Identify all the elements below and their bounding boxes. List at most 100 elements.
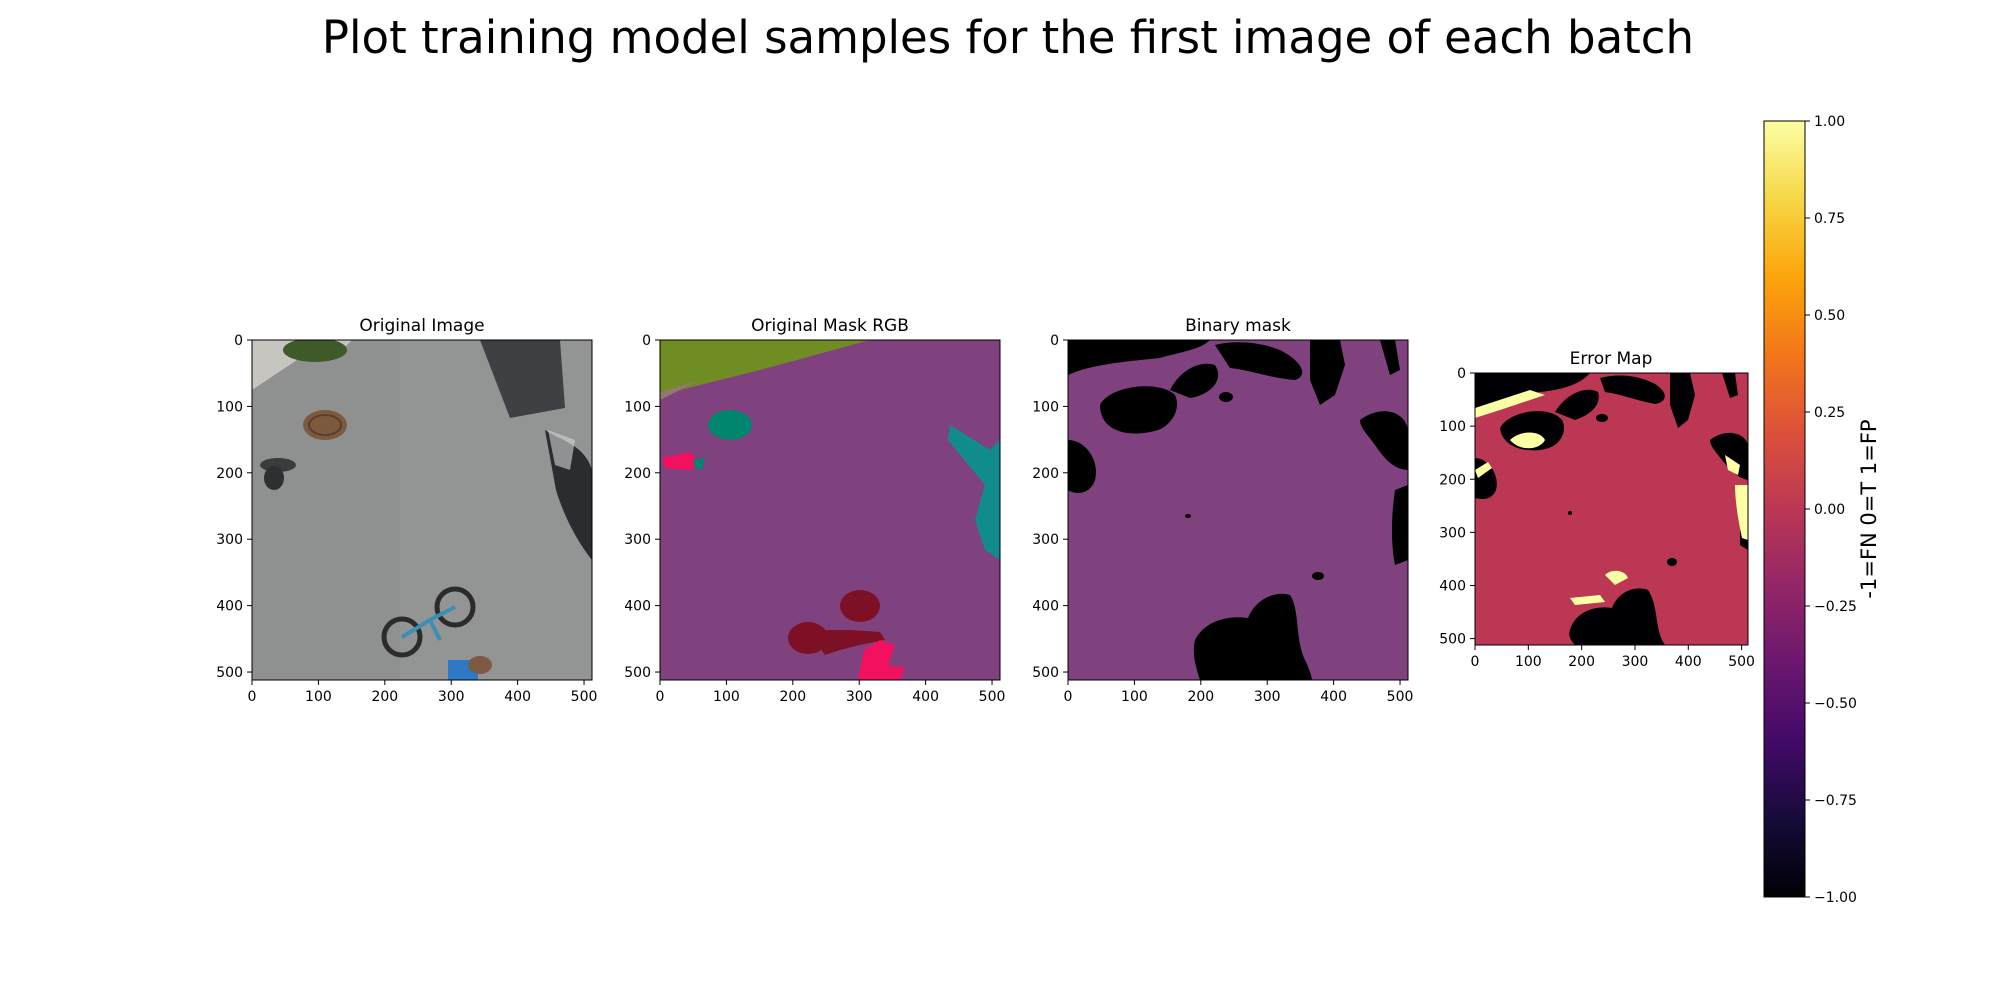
colorbar: 1.00 0.75 0.50 0.25 0.00 −0.25 −0.50 −0.75 −1.00… <box>1763 114 1881 906</box>
original-image-content <box>252 340 592 680</box>
x-tick-label: 100 <box>713 689 740 705</box>
x-tick-label: 500 <box>571 689 598 705</box>
axes-frame-binary-mask <box>1067 339 1409 681</box>
y-tick-label: 100 <box>1439 419 1466 435</box>
panel-title-binary-mask: Binary mask <box>1185 316 1291 336</box>
y-tick-label: 500 <box>216 665 243 681</box>
colorbar-label: -1=FN 0=T 1=FP <box>1857 419 1881 598</box>
y-axis-binary-mask: 0 100 200 300 400 500 <box>1032 333 1068 681</box>
x-tick-label: 500 <box>1387 689 1414 705</box>
x-axis-error-map: 0 100 200 300 400 500 <box>1471 645 1755 670</box>
bicycle-rear-wheel <box>434 586 476 628</box>
colorbar-tick-label: −0.25 <box>1814 599 1857 615</box>
colorbar-tick-label: −0.50 <box>1814 696 1857 712</box>
pedestrian <box>264 466 284 490</box>
y-tick-label: 0 <box>1050 333 1059 349</box>
y-tick-label: 100 <box>216 399 243 415</box>
figure-title: Plot training model samples for the firs… <box>322 11 1694 64</box>
x-tick-label: 200 <box>1187 689 1214 705</box>
y-tick-label: 400 <box>1439 579 1466 595</box>
y-tick-label: 400 <box>216 599 243 615</box>
mask-vegetation <box>660 340 870 395</box>
y-tick-label: 500 <box>1032 665 1059 681</box>
x-tick-label: 500 <box>979 689 1006 705</box>
mask-person-left <box>662 452 700 470</box>
y-tick-label: 400 <box>624 599 651 615</box>
x-tick-label: 300 <box>1622 654 1649 670</box>
y-axis-original-image: 0 100 200 300 400 500 <box>216 333 252 681</box>
y-tick-label: 100 <box>624 399 651 415</box>
colorbar-tick-label: 0.75 <box>1814 211 1845 227</box>
error-fp-regions <box>1475 390 1748 605</box>
y-tick-label: 200 <box>1032 466 1059 482</box>
x-tick-label: 400 <box>1320 689 1347 705</box>
x-tick-label: 0 <box>1471 654 1480 670</box>
mask-bicycle-wheel-rear <box>840 590 880 622</box>
colorbar-tick-label: 0.25 <box>1814 405 1845 421</box>
y-tick-label: 500 <box>1439 632 1466 648</box>
x-tick-label: 0 <box>1064 689 1073 705</box>
vegetation-patch <box>283 340 347 362</box>
x-tick-label: 300 <box>846 689 873 705</box>
y-tick-label: 200 <box>1439 472 1466 488</box>
y-tick-label: 300 <box>216 532 243 548</box>
y-tick-label: 300 <box>624 532 651 548</box>
x-tick-label: 100 <box>305 689 332 705</box>
x-tick-label: 0 <box>248 689 257 705</box>
x-tick-label: 300 <box>1254 689 1281 705</box>
y-tick-label: 100 <box>1032 399 1059 415</box>
panel-title-original-mask-rgb: Original Mask RGB <box>751 316 909 336</box>
y-axis-original-mask-rgb: 0 100 200 300 400 500 <box>624 333 660 681</box>
y-tick-label: 400 <box>1032 599 1059 615</box>
y-tick-label: 300 <box>1032 532 1059 548</box>
mask-cyclist <box>858 640 905 680</box>
shadow-region <box>480 340 565 418</box>
binary-region-bottom <box>1193 593 1312 680</box>
y-tick-label: 0 <box>1457 366 1466 382</box>
x-tick-label: 100 <box>1121 689 1148 705</box>
mask-car <box>948 425 1000 560</box>
y-tick-label: 0 <box>234 333 243 349</box>
colorbar-tick-label: 0.50 <box>1814 308 1845 324</box>
axes-frame-error-map <box>1474 372 1749 646</box>
binary-mask-content <box>1068 340 1408 680</box>
colorbar-gradient <box>1764 121 1805 897</box>
x-tick-label: 100 <box>1515 654 1542 670</box>
error-map-content <box>1475 373 1748 645</box>
panel-title-error-map: Error Map <box>1570 349 1653 369</box>
binary-region-top-left <box>1068 340 1210 375</box>
x-tick-label: 300 <box>438 689 465 705</box>
panel-original-image: Original Image 0 100 200 300 400 500 0 100 200 3… <box>216 316 597 705</box>
y-tick-label: 300 <box>1439 525 1466 541</box>
mask-rgb-content <box>660 340 1000 680</box>
axes-frame-original-image <box>251 339 593 681</box>
panel-error-map: Error Map <box>1439 349 1755 670</box>
x-tick-label: 200 <box>1568 654 1595 670</box>
y-tick-label: 200 <box>216 466 243 482</box>
colorbar-tick-label: −0.75 <box>1814 793 1857 809</box>
x-axis-original-mask-rgb: 0 100 200 300 400 500 <box>656 680 1006 705</box>
colorbar-tick-label: −1.00 <box>1814 890 1857 906</box>
axes-frame-original-mask-rgb <box>659 339 1001 681</box>
colorbar-ticks: 1.00 0.75 0.50 0.25 0.00 −0.25 −0.50 −0.75 −1.00 <box>1805 114 1857 906</box>
x-tick-label: 400 <box>1675 654 1702 670</box>
x-axis-original-image: 0 100 200 300 400 500 <box>248 680 598 705</box>
y-tick-label: 0 <box>642 333 651 349</box>
y-tick-label: 500 <box>624 665 651 681</box>
x-tick-label: 400 <box>504 689 531 705</box>
colorbar-tick-label: 0.00 <box>1814 502 1845 518</box>
panel-original-mask-rgb: Original Mask RGB 0 100 200 300 400 500 0 100 2… <box>624 316 1005 705</box>
x-axis-binary-mask: 0 100 200 300 400 500 <box>1064 680 1414 705</box>
x-tick-label: 200 <box>371 689 398 705</box>
panel-binary-mask: Binary mask 0 100 200 300 400 500 0 100 200 300 <box>1032 316 1413 705</box>
x-tick-label: 400 <box>912 689 939 705</box>
x-tick-label: 500 <box>1728 654 1755 670</box>
colorbar-tick-label: 1.00 <box>1814 114 1845 130</box>
mask-manhole <box>708 410 752 440</box>
y-axis-error-map: 0 100 200 300 400 500 <box>1439 366 1475 648</box>
x-tick-label: 200 <box>779 689 806 705</box>
panel-title-original-image: Original Image <box>359 316 484 336</box>
bicycle-front-wheel <box>381 616 423 658</box>
x-tick-label: 0 <box>656 689 665 705</box>
